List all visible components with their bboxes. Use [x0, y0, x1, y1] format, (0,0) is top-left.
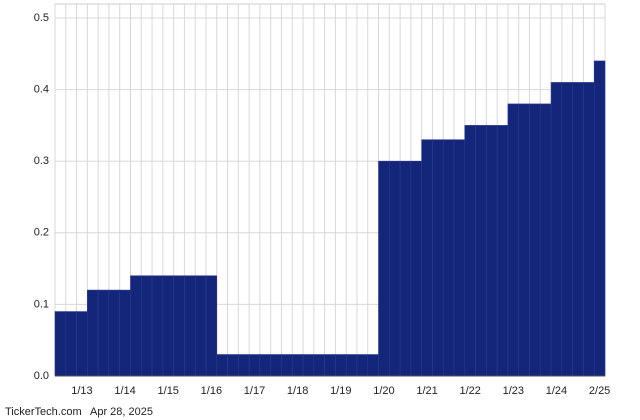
- source: TickerTech.com: [5, 406, 82, 418]
- bar: [464, 125, 476, 377]
- x-tick-label: 1/24: [546, 385, 567, 397]
- x-tick-label: 1/22: [459, 385, 480, 397]
- bar: [130, 275, 142, 377]
- x-tick-label: 1/17: [244, 385, 265, 397]
- bar: [65, 311, 77, 377]
- bar: [432, 139, 444, 377]
- bar: [561, 82, 573, 377]
- x-tick-label: 1/18: [287, 385, 308, 397]
- date: Apr 28, 2025: [90, 406, 153, 418]
- bar: [54, 311, 67, 377]
- bar: [529, 103, 541, 377]
- bar: [399, 160, 412, 377]
- y-tick-label: 0.5: [34, 12, 49, 24]
- bar: [507, 103, 520, 377]
- x-tick-label: 1/15: [158, 385, 179, 397]
- bar: [140, 275, 153, 377]
- bar: [593, 60, 606, 377]
- bar: [173, 275, 185, 377]
- x-tick-label: 1/23: [503, 385, 524, 397]
- bar: [76, 311, 88, 377]
- bar: [216, 354, 228, 377]
- bar: [539, 103, 552, 377]
- bar: [324, 354, 336, 377]
- bar: [291, 354, 304, 377]
- y-tick-label: 0.4: [34, 84, 49, 96]
- bar: [248, 354, 261, 377]
- y-tick-label: 0.2: [34, 227, 49, 239]
- bar: [356, 354, 369, 377]
- bar: [518, 103, 530, 377]
- bar: [184, 275, 196, 377]
- bar: [496, 125, 509, 377]
- bar: [550, 82, 563, 377]
- bar: [335, 354, 347, 377]
- bar: [378, 160, 390, 377]
- bar: [119, 289, 131, 377]
- bar: [486, 125, 498, 377]
- x-tick-label: 1/13: [71, 385, 92, 397]
- bar: [162, 275, 174, 377]
- bar: [205, 275, 218, 377]
- bar: [259, 354, 271, 377]
- bar: [583, 82, 595, 377]
- bar: [97, 289, 110, 377]
- x-tick-label: 1/16: [201, 385, 222, 397]
- bar: [367, 354, 379, 377]
- x-tick-label: 1/21: [416, 385, 437, 397]
- bar: [108, 289, 121, 377]
- bar: [345, 354, 358, 377]
- bar: [421, 139, 433, 377]
- bar: [475, 125, 487, 377]
- bar: [442, 139, 455, 377]
- bar: [281, 354, 293, 377]
- x-tick-label: 1/20: [373, 385, 394, 397]
- bar: [453, 139, 466, 377]
- bar: [389, 160, 401, 377]
- bar: [194, 275, 207, 377]
- x-tick-label: 1/14: [114, 385, 135, 397]
- bar: [151, 275, 164, 377]
- y-tick-label: 0.3: [34, 155, 49, 167]
- bar: [302, 354, 315, 377]
- bar: [572, 82, 584, 377]
- bar: [410, 160, 422, 377]
- x-tick-label: 1/19: [330, 385, 351, 397]
- x-tick-label: 2/25: [589, 385, 610, 397]
- bar: [313, 354, 325, 377]
- y-tick-label: 0.1: [34, 298, 49, 310]
- y-tick-label: 0.0: [34, 370, 49, 382]
- bar: [270, 354, 282, 377]
- bar: [87, 289, 99, 377]
- bar: [227, 354, 239, 377]
- bar: [238, 354, 250, 377]
